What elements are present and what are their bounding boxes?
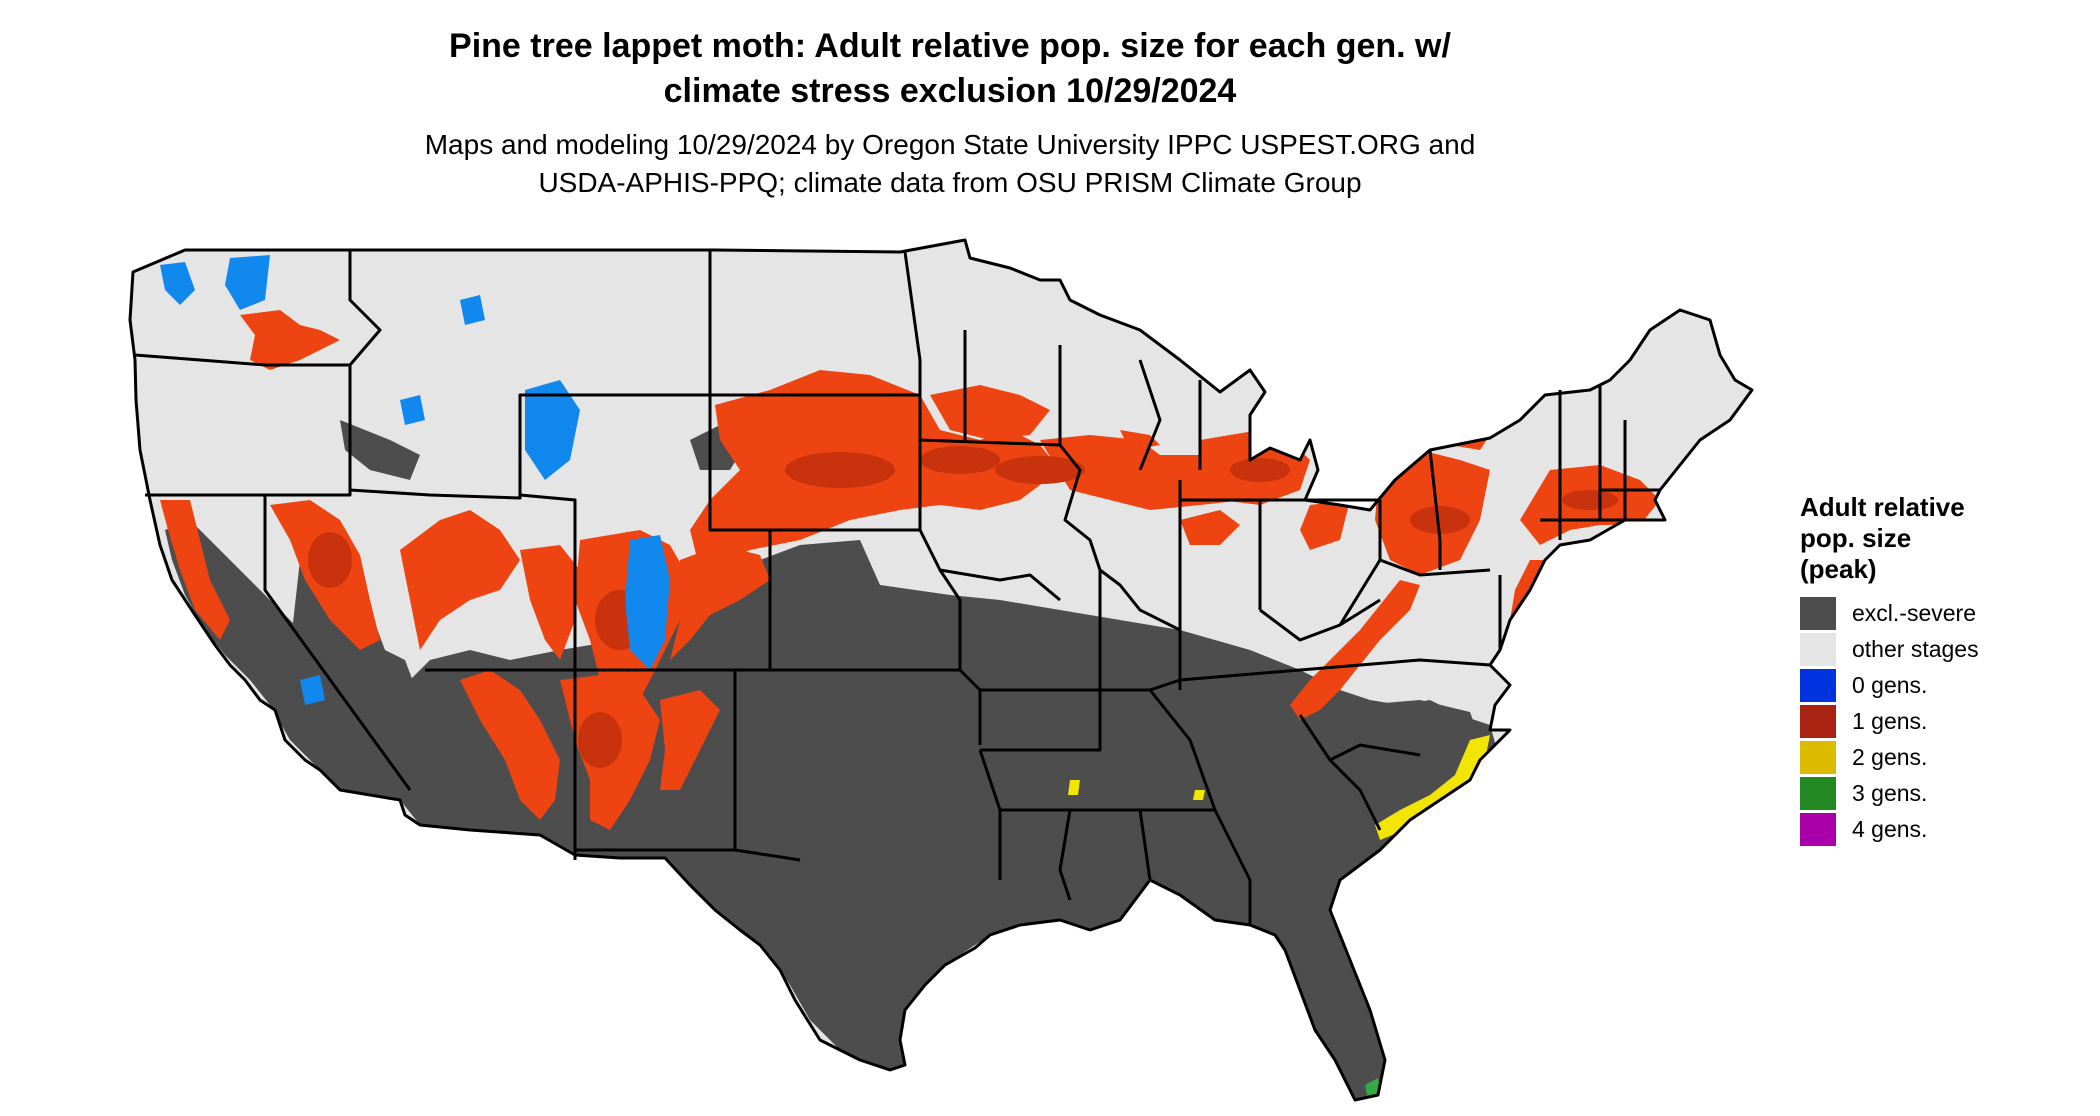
legend-swatch-other-stages xyxy=(1800,632,1836,666)
legend-item-1-gens: 1 gens. xyxy=(1800,703,2090,739)
excluded-region-carolina xyxy=(1300,700,1480,760)
two-gen-regions xyxy=(1068,735,1490,840)
title-line-1: Pine tree lappet moth: Adult relative po… xyxy=(449,27,1451,65)
legend-list: excl.-severe other stages 0 gens. 1 gens… xyxy=(1800,595,2090,847)
legend-swatch-excl-severe xyxy=(1800,596,1836,630)
map-subtitle: Maps and modeling 10/29/2024 by Oregon S… xyxy=(0,126,1900,202)
excluded-region-south xyxy=(165,520,1500,1100)
state-borders xyxy=(128,238,1754,1102)
legend-title: Adult relative pop. size (peak) xyxy=(1800,492,2090,585)
one-gen-dense-patches xyxy=(308,446,1618,768)
legend-item-excl-severe: excl.-severe xyxy=(1800,595,2090,631)
legend-swatch-1-gens xyxy=(1800,704,1836,738)
us-map xyxy=(128,238,1754,1102)
legend-label-other-stages: other stages xyxy=(1852,635,1979,662)
legend-item-4-gens: 4 gens. xyxy=(1800,811,2090,847)
subtitle-line-2: USDA-APHIS-PPQ; climate data from OSU PR… xyxy=(538,167,1362,198)
legend-title-line-3: (peak) xyxy=(1800,554,1877,584)
title-line-2: climate stress exclusion 10/29/2024 xyxy=(663,72,1237,110)
legend-swatch-4-gens xyxy=(1800,812,1836,846)
legend-item-2-gens: 2 gens. xyxy=(1800,739,2090,775)
legend-label-2-gens: 2 gens. xyxy=(1852,743,1928,770)
legend-label-excl-severe: excl.-severe xyxy=(1852,599,1976,626)
us-land xyxy=(130,240,1752,1100)
legend-swatch-0-gens xyxy=(1800,668,1836,702)
legend-item-0-gens: 0 gens. xyxy=(1800,667,2090,703)
legend-swatch-2-gens xyxy=(1800,740,1836,774)
excluded-region-idaho xyxy=(340,420,420,480)
legend-label-4-gens: 4 gens. xyxy=(1852,815,1928,842)
legend-item-other-stages: other stages xyxy=(1800,631,2090,667)
legend-label-1-gens: 1 gens. xyxy=(1852,707,1928,734)
legend-title-line-2: pop. size xyxy=(1800,523,1912,553)
legend-swatch-3-gens xyxy=(1800,776,1836,810)
map-title: Pine tree lappet moth: Adult relative po… xyxy=(0,24,1900,114)
zero-gen-regions xyxy=(160,255,670,705)
legend-label-0-gens: 0 gens. xyxy=(1852,671,1928,698)
legend-title-line-1: Adult relative xyxy=(1800,492,1965,522)
legend-item-3-gens: 3 gens. xyxy=(1800,775,2090,811)
legend-label-3-gens: 3 gens. xyxy=(1852,779,1928,806)
map-legend: Adult relative pop. size (peak) excl.-se… xyxy=(1800,492,2090,847)
subtitle-line-1: Maps and modeling 10/29/2024 by Oregon S… xyxy=(424,129,1476,160)
